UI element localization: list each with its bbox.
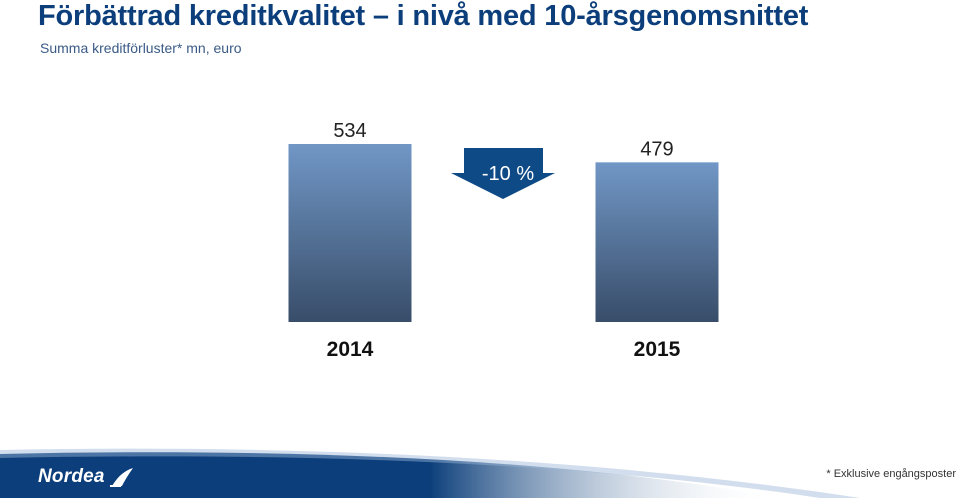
change-annotation: -10 % (451, 148, 555, 199)
category-label-2015: 2015 (634, 338, 681, 361)
sail-logo-icon (109, 468, 133, 487)
value-label-2015: 479 (640, 138, 673, 160)
footnote: * Exklusive engångsposter (826, 468, 956, 480)
nordea-logo: Nordea (38, 462, 135, 492)
bar-2014 (288, 144, 412, 322)
value-label-2014: 534 (333, 120, 366, 142)
brand-name: Nordea (38, 466, 105, 487)
footer-band (0, 448, 860, 498)
change-label: -10 % (482, 163, 534, 185)
category-label-2014: 2014 (327, 338, 374, 361)
page-title: Förbättrad kreditkvalitet – i nivå med 1… (38, 0, 809, 32)
chart-subtitle: Summa kreditförluster* mn, euro (40, 40, 242, 56)
bar-2015 (595, 162, 719, 322)
bar-chart: 534 2014 479 2015 -10 % (288, 120, 719, 361)
down-arrow-icon (451, 148, 555, 199)
